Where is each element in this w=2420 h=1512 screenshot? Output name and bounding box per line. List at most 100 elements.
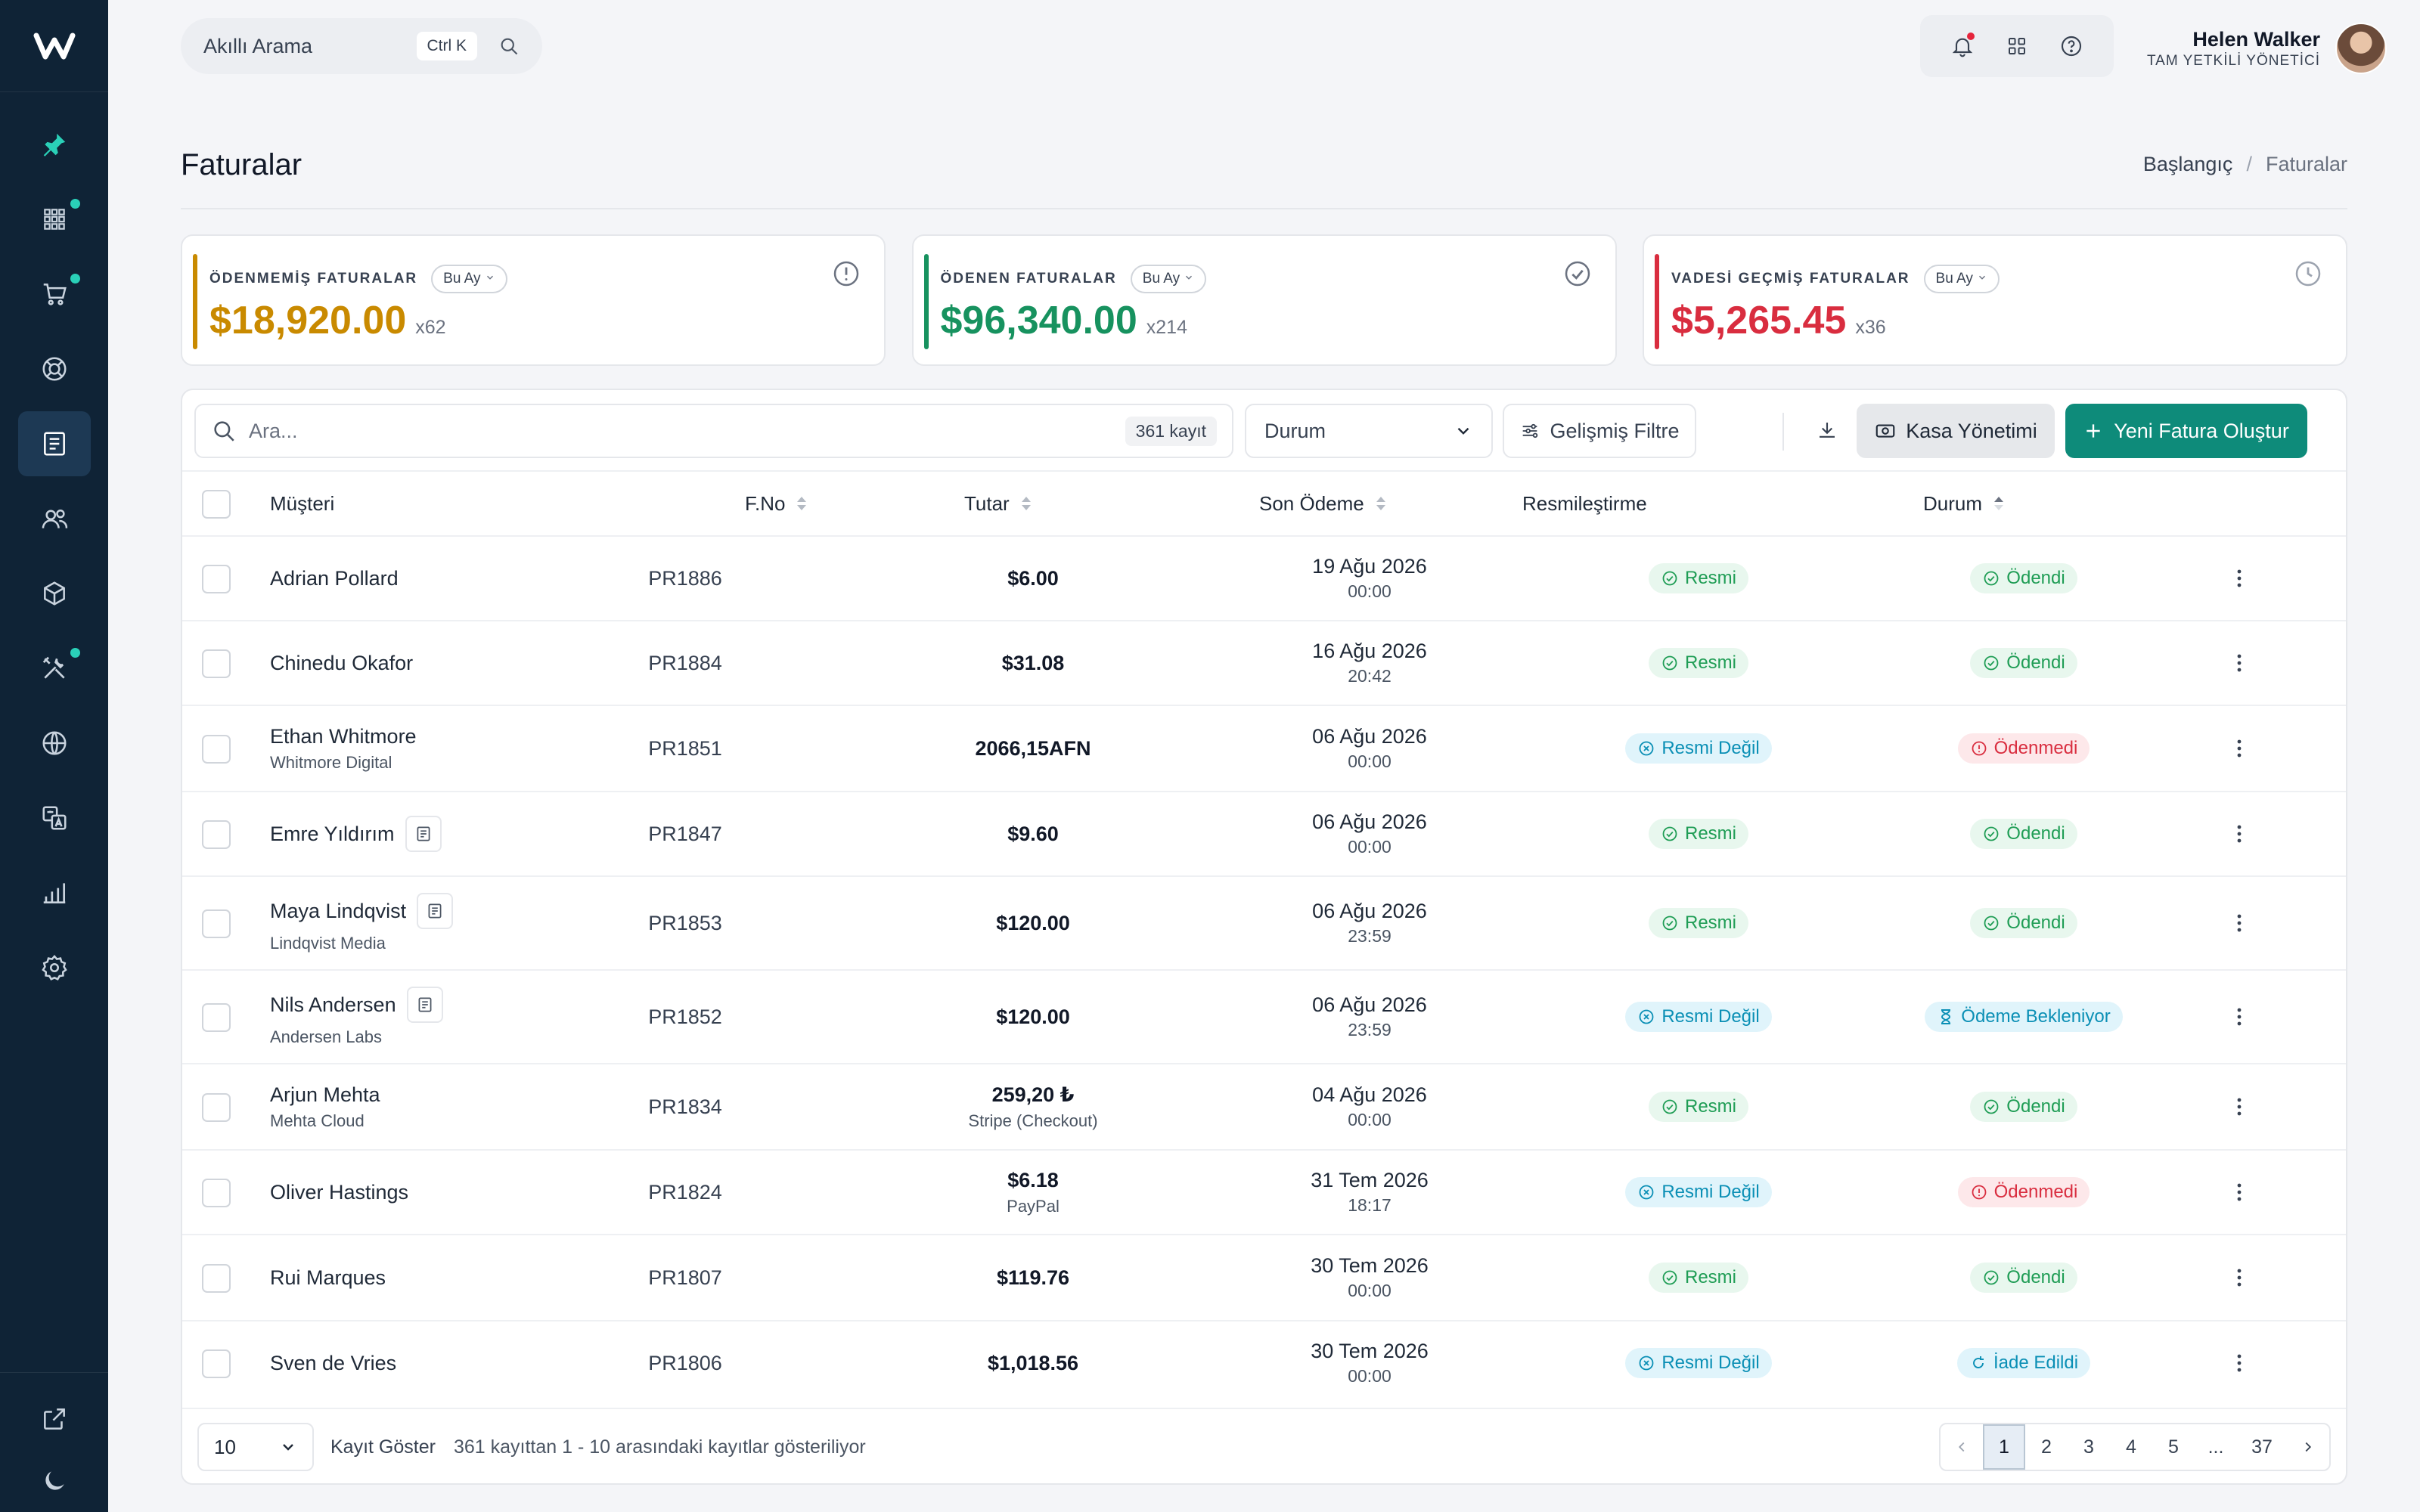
table-search[interactable]: Ara... 361 kayıt (194, 404, 1233, 458)
row-checkbox[interactable] (202, 735, 231, 764)
prev-page-button[interactable] (1941, 1424, 1983, 1470)
table-row[interactable]: Emre Yıldırım PR1847 $9.60 06 Ağu 2026 00:00… (182, 791, 2346, 875)
header-last-payment[interactable]: Son Ödeme (1259, 492, 1387, 516)
new-invoice-button[interactable]: Yeni Fatura Oluştur (2065, 404, 2307, 458)
stat-accent-bar (1655, 254, 1659, 349)
page-button[interactable]: 37 (2237, 1424, 2287, 1470)
row-actions-button[interactable] (2224, 537, 2254, 620)
invoice-number[interactable]: PR1853 (648, 911, 722, 934)
customer-name[interactable]: Arjun Mehta (270, 1083, 380, 1106)
table-row[interactable]: Nils Andersen Andersen Labs PR1852 $120.00 0… (182, 969, 2346, 1063)
page-button[interactable]: 1 (1983, 1424, 2025, 1470)
apps-button[interactable] (2000, 29, 2034, 63)
smart-search[interactable]: Akıllı Arama Ctrl K (181, 18, 542, 74)
sidebar-item-users[interactable] (18, 486, 91, 551)
sidebar-item-products[interactable] (18, 561, 91, 626)
invoice-number[interactable]: PR1851 (648, 736, 722, 760)
sidebar-item-invoices[interactable] (17, 411, 91, 476)
page-button[interactable]: 5 (2152, 1424, 2195, 1470)
table-row[interactable]: Maya Lindqvist Lindqvist Media PR1853 $120.… (182, 875, 2346, 969)
external-link-button[interactable] (18, 1388, 91, 1450)
table-row[interactable]: Oliver Hastings PR1824 $6.18 PayPal 31 Tem 2… (182, 1149, 2346, 1234)
period-dropdown[interactable]: Bu Ay (1923, 265, 2000, 293)
help-button[interactable] (2055, 29, 2088, 63)
row-checkbox[interactable] (202, 820, 231, 849)
invoice-number[interactable]: PR1847 (648, 822, 722, 845)
select-all-checkbox[interactable] (202, 490, 231, 519)
customer-name[interactable]: Emre Yıldırım (270, 822, 395, 845)
invoice-number[interactable]: PR1824 (648, 1180, 722, 1204)
row-actions-button[interactable] (2224, 792, 2254, 875)
invoice-number[interactable]: PR1852 (648, 1005, 722, 1028)
period-dropdown[interactable]: Bu Ay (1130, 265, 1207, 293)
sidebar-item-domains[interactable] (18, 711, 91, 776)
cash-management-button[interactable]: Kasa Yönetimi (1857, 404, 2055, 458)
row-checkbox[interactable] (202, 1003, 231, 1032)
invoice-number[interactable]: PR1807 (648, 1266, 722, 1289)
customer-name[interactable]: Adrian Pollard (270, 566, 399, 590)
table-row[interactable]: Sven de Vries PR1806 $1,018.56 30 Tem 2026 0… (182, 1320, 2346, 1405)
table-row[interactable]: Ethan Whitmore Whitmore Digital PR1851 2066… (182, 705, 2346, 791)
sidebar-item-settings[interactable] (18, 935, 91, 1000)
invoice-number[interactable]: PR1834 (648, 1095, 722, 1118)
row-checkbox[interactable] (202, 649, 231, 678)
customer-name[interactable]: Maya Lindqvist (270, 899, 407, 922)
user-menu[interactable]: Helen Walker TAM YETKİLİ YÖNETİCİ (2147, 23, 2387, 74)
customer-name[interactable]: Sven de Vries (270, 1351, 397, 1374)
customer-name[interactable]: Ethan Whitmore (270, 724, 417, 748)
sidebar-item-apps[interactable] (18, 187, 91, 252)
table-row[interactable]: Chinedu Okafor PR1884 $31.08 16 Ağu 2026 20:… (182, 620, 2346, 705)
document-button[interactable] (417, 893, 454, 929)
dark-mode-toggle[interactable] (18, 1450, 91, 1512)
avatar[interactable] (2335, 23, 2387, 74)
invoice-number[interactable]: PR1806 (648, 1351, 722, 1374)
row-actions-button[interactable] (2224, 1151, 2254, 1234)
notifications-button[interactable] (1946, 29, 1979, 63)
document-button[interactable] (405, 816, 442, 852)
sidebar-item-pin[interactable] (18, 112, 91, 177)
customer-name[interactable]: Rui Marques (270, 1266, 386, 1289)
row-checkbox[interactable] (202, 1264, 231, 1293)
sidebar-item-translate[interactable] (18, 785, 91, 850)
search-icon[interactable] (498, 36, 520, 57)
row-checkbox[interactable] (202, 1179, 231, 1207)
sidebar-item-reports[interactable] (18, 860, 91, 925)
invoice-number[interactable]: PR1886 (648, 566, 722, 590)
customer-name[interactable]: Chinedu Okafor (270, 651, 414, 674)
row-actions-button[interactable] (2224, 1321, 2254, 1405)
logo[interactable] (0, 0, 108, 92)
row-actions-button[interactable] (2224, 877, 2254, 969)
row-checkbox[interactable] (202, 1349, 231, 1378)
download-button[interactable] (1807, 410, 1848, 451)
row-actions-button[interactable] (2224, 1235, 2254, 1320)
page-button[interactable]: 2 (2025, 1424, 2068, 1470)
row-checkbox[interactable] (202, 909, 231, 938)
period-dropdown[interactable]: Bu Ay (431, 265, 507, 293)
advanced-filter-button[interactable]: Gelişmiş Filtre (1503, 404, 1696, 458)
row-actions-button[interactable] (2224, 621, 2254, 705)
customer-name[interactable]: Oliver Hastings (270, 1180, 409, 1204)
header-status[interactable]: Durum (1923, 492, 2005, 516)
invoice-number[interactable]: PR1884 (648, 651, 722, 674)
table-row[interactable]: Adrian Pollard PR1886 $6.00 19 Ağu 2026 00:0… (182, 535, 2346, 620)
page-size-select[interactable]: 10 (197, 1423, 314, 1471)
page-button[interactable]: 3 (2068, 1424, 2110, 1470)
next-page-button[interactable] (2287, 1424, 2329, 1470)
breadcrumb-home[interactable]: Başlangıç (2142, 153, 2233, 175)
page-button[interactable]: 4 (2110, 1424, 2152, 1470)
document-button[interactable] (406, 987, 443, 1023)
sidebar-item-tools[interactable] (18, 636, 91, 701)
row-actions-button[interactable] (2224, 1064, 2254, 1149)
table-row[interactable]: Rui Marques PR1807 $119.76 30 Tem 2026 00:00… (182, 1234, 2346, 1320)
customer-name[interactable]: Nils Andersen (270, 993, 396, 1016)
row-actions-button[interactable] (2224, 706, 2254, 791)
sidebar-item-support[interactable] (18, 336, 91, 401)
header-amount[interactable]: Tutar (964, 492, 1032, 516)
status-select[interactable]: Durum (1245, 404, 1493, 458)
row-checkbox[interactable] (202, 1093, 231, 1122)
sidebar-item-cart[interactable] (18, 262, 91, 327)
table-row[interactable]: Arjun Mehta Mehta Cloud PR1834 259,20 ₺ Stri… (182, 1063, 2346, 1149)
row-actions-button[interactable] (2224, 971, 2254, 1063)
header-fno[interactable]: F.No (745, 492, 808, 516)
row-checkbox[interactable] (202, 565, 231, 593)
